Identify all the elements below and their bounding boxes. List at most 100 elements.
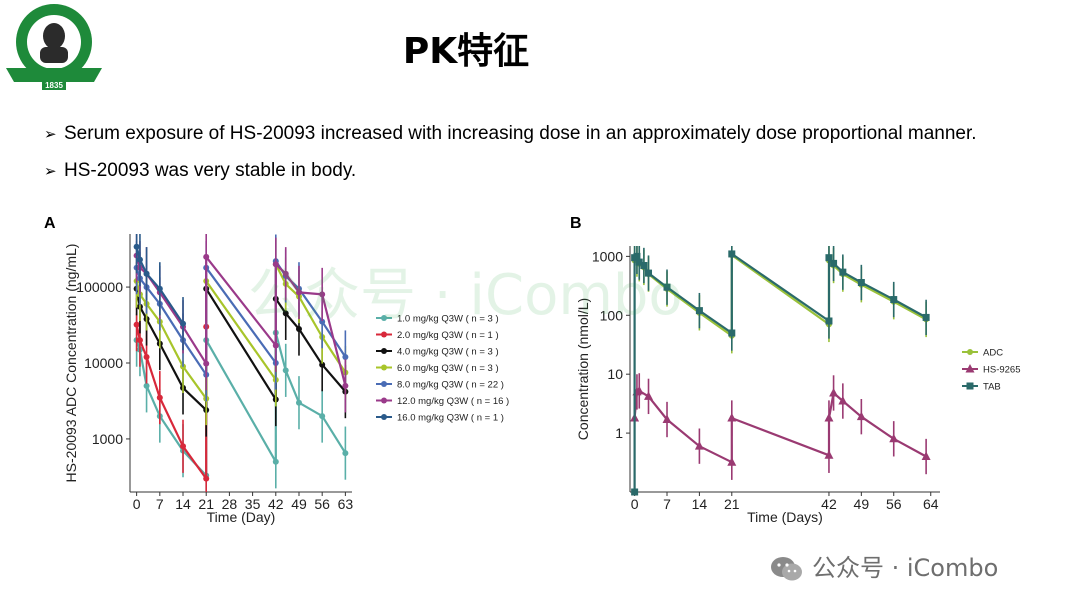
data-point	[727, 413, 737, 422]
data-point	[143, 382, 150, 389]
x-tick-label: 64	[923, 496, 939, 512]
x-tick-label: 42	[268, 496, 284, 512]
data-point	[889, 433, 899, 443]
data-point	[319, 361, 326, 368]
legend-swatch-marker	[381, 331, 387, 338]
data-point	[830, 259, 838, 267]
data-point	[838, 396, 848, 405]
x-tick-label: 56	[314, 496, 330, 512]
legend-label: 4.0 mg/kg Q3W ( n = 3 )	[397, 347, 499, 358]
data-point	[921, 451, 931, 461]
series-line	[633, 389, 927, 464]
data-point	[319, 413, 326, 420]
logo-portrait	[43, 23, 65, 49]
hospital-logo: 1835	[6, 4, 102, 90]
legend-swatch-marker	[381, 348, 387, 354]
legend-swatch-marker	[381, 315, 387, 321]
x-tick-label: 7	[156, 496, 164, 512]
y-tick-label: 1	[615, 425, 623, 441]
x-tick-label: 14	[175, 496, 191, 512]
data-point	[272, 342, 279, 349]
data-point	[272, 261, 279, 268]
legend-label: ADC	[983, 348, 1003, 359]
x-tick-label: 0	[631, 496, 639, 512]
legend-swatch-marker	[967, 349, 973, 355]
y-tick-label: 10	[607, 366, 623, 382]
data-point	[203, 360, 210, 367]
x-axis-label: Time (Day)	[207, 509, 276, 525]
x-tick-label: 49	[854, 496, 870, 512]
data-point	[319, 291, 326, 298]
data-point	[825, 317, 833, 325]
legend-label: 16.0 mg/kg Q3W ( n = 1 )	[397, 413, 504, 424]
data-point	[180, 443, 187, 450]
data-point	[857, 279, 865, 287]
data-point	[695, 307, 703, 315]
data-point	[295, 399, 302, 406]
watermark-corner: 公众号 · iCombo	[770, 548, 998, 583]
data-point	[282, 270, 289, 277]
bullet-item: ➢ HS-20093 was very stable in body.	[44, 153, 977, 190]
legend-swatch-marker	[381, 381, 387, 387]
data-point	[295, 326, 302, 333]
data-point	[319, 318, 326, 325]
data-point	[133, 243, 140, 250]
data-point	[180, 320, 187, 327]
data-point	[829, 387, 839, 397]
legend-swatch-marker	[381, 364, 387, 371]
data-point	[634, 385, 644, 395]
data-point	[645, 269, 653, 277]
y-tick-label: 1000	[592, 248, 623, 264]
legend-swatch-marker	[965, 364, 975, 373]
data-point	[295, 289, 302, 296]
data-point	[727, 457, 737, 466]
data-point	[156, 285, 163, 292]
logo-year: 1835	[45, 81, 63, 90]
panel-label: B	[570, 215, 582, 232]
data-point	[143, 270, 150, 277]
data-point	[824, 413, 834, 422]
data-point	[282, 310, 289, 317]
data-point	[136, 337, 143, 344]
x-tick-label: 21	[724, 496, 740, 512]
legend-label: TAB	[983, 382, 1001, 393]
y-tick-label: 10000	[84, 355, 123, 371]
y-axis-label: Concentration (nmol/L)	[575, 298, 591, 440]
data-point	[272, 458, 279, 465]
y-tick-label: 1000	[92, 431, 123, 447]
x-tick-label: 28	[222, 496, 238, 512]
legend-label: 6.0 mg/kg Q3W ( n = 3 )	[397, 363, 499, 374]
data-point	[640, 261, 648, 269]
bullet-arrow-icon: ➢	[44, 126, 57, 143]
data-point	[635, 258, 643, 266]
watermark-corner-text: 公众号 · iCombo	[812, 554, 999, 582]
legend-swatch-marker	[381, 397, 387, 404]
data-point	[644, 391, 654, 400]
watermark-center: 公众号 · iCombo	[248, 263, 683, 328]
data-point	[203, 253, 210, 260]
x-tick-label: 63	[338, 496, 354, 512]
bullet-arrow-icon: ➢	[44, 163, 57, 180]
y-axis-label: HS-20093 ADC Concentration (ng/mL)	[63, 244, 79, 483]
data-point	[156, 394, 163, 401]
wechat-icon	[771, 557, 802, 581]
data-point	[342, 450, 349, 457]
x-tick-label: 49	[291, 496, 307, 512]
data-point	[136, 256, 143, 263]
data-point	[825, 254, 833, 262]
data-point	[282, 367, 289, 374]
data-point	[631, 488, 639, 496]
data-point	[890, 296, 898, 304]
legend-label: 1.0 mg/kg Q3W ( n = 3 )	[397, 314, 499, 325]
legend-swatch-marker	[966, 382, 974, 390]
logo-ribbon	[6, 68, 102, 82]
bullet-text: Serum exposure of HS-20093 increased wit…	[64, 123, 977, 144]
data-point	[728, 329, 736, 337]
legend-label: 2.0 mg/kg Q3W ( n = 1 )	[397, 330, 499, 341]
x-axis-label: Time (Days)	[747, 509, 823, 525]
x-tick-label: 0	[133, 496, 141, 512]
data-point	[143, 353, 150, 360]
y-tick-label: 100000	[76, 279, 123, 295]
data-point	[824, 450, 834, 459]
data-point	[922, 313, 930, 321]
